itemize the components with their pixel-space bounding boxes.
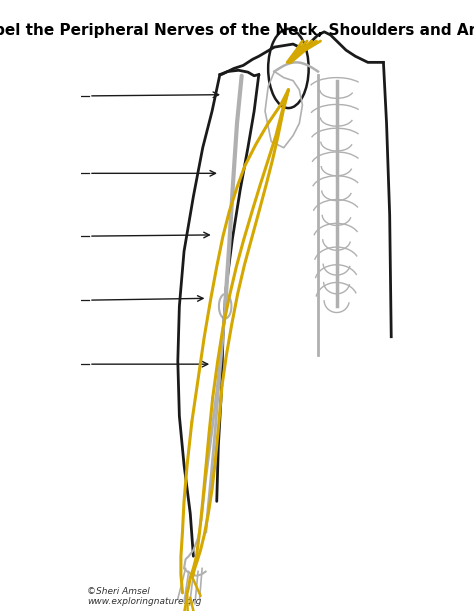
Text: ©Sheri Amsel
www.exploringnature.org: ©Sheri Amsel www.exploringnature.org — [87, 587, 202, 606]
Text: Label the Peripheral Nerves of the Neck, Shoulders and Arms: Label the Peripheral Nerves of the Neck,… — [0, 23, 474, 38]
